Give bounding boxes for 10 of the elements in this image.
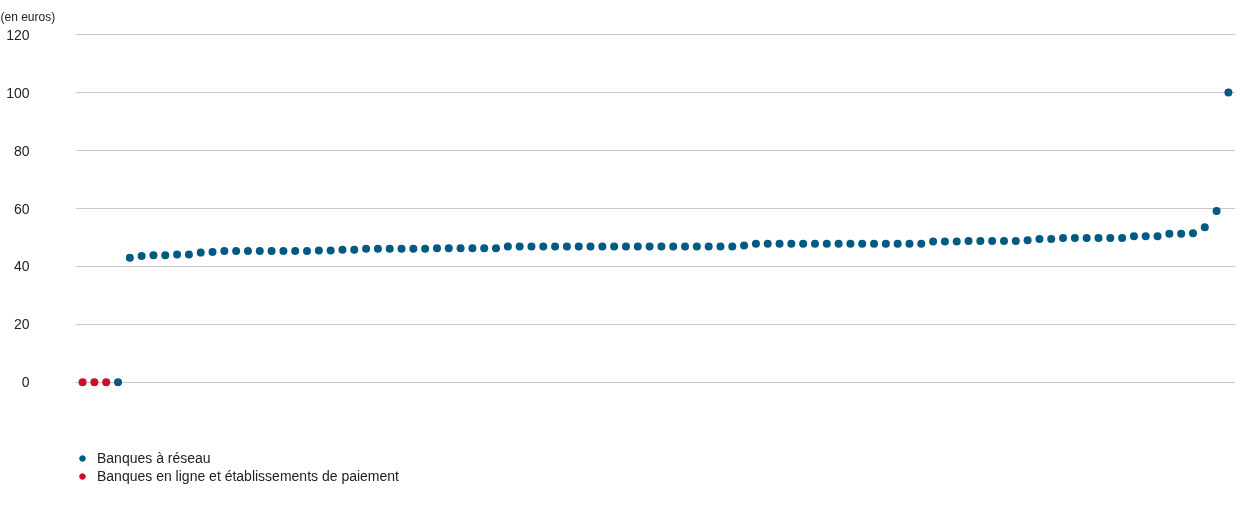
- y-tick-label: 20: [13, 316, 30, 333]
- y-tick-label: 40: [13, 258, 30, 275]
- y-tick-label: 120: [6, 26, 30, 43]
- y-tick-label: 100: [6, 84, 30, 101]
- y-tick-label: 80: [13, 142, 30, 159]
- legend-label: Banques en ligne et établissements de paiement: [97, 468, 399, 484]
- legend-label: Banques à réseau: [97, 450, 211, 466]
- y-axis-title: (en euros): [0, 9, 56, 24]
- y-tick-label: 0: [21, 374, 30, 391]
- y-tick-label: 60: [13, 200, 30, 217]
